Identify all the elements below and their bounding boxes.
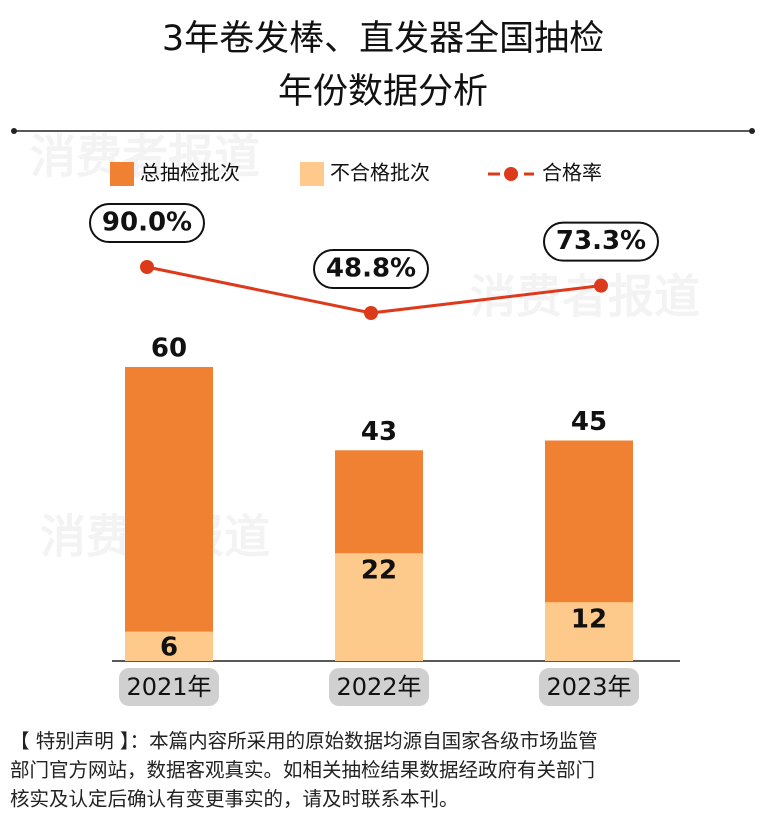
rate-label: 73.3% [556,226,646,256]
rate-label: 48.8% [326,254,416,284]
rate-label-box [89,203,205,243]
x-tick-label: 2021年 [126,673,211,701]
data-label: 43 [361,417,397,447]
legend-marker [504,167,518,181]
footnote: 核实及认定后确认有变更事实的，请及时联系本刊。 [10,788,459,811]
legend-swatch [110,162,134,186]
category-pill [539,668,639,706]
data-label: 6 [160,633,178,663]
footnote: 部门官方网站，数据客观真实。如相关抽检结果数据经政府有关部门 [10,759,595,782]
bar [125,631,213,661]
x-tick-label: 2022年 [336,673,421,701]
legend-label: 不合格批次 [330,161,430,185]
chart-title: 3年卷发棒、直发器全国抽检 [162,19,604,59]
data-label: 22 [361,556,397,586]
x-tick-label: 2023年 [546,673,631,701]
rate-marker [364,306,378,320]
footnote: 【 特别声明 】：本篇内容所采用的原始数据均源自国家各级市场监管 [10,730,598,753]
bar [545,602,633,661]
data-label: 45 [571,407,607,437]
legend-label: 总抽检批次 [140,161,240,185]
category-pill [119,668,219,706]
bar [335,553,423,661]
rate-marker [140,260,154,274]
watermark: 消费者报道 [30,130,260,184]
data-label: 12 [571,605,607,635]
legend-swatch [300,162,324,186]
rate-label-box [543,221,659,262]
divider-dot [11,128,17,134]
bar [125,367,213,661]
divider-dot [749,128,755,134]
category-pill [329,668,429,706]
rate-label: 90.0% [102,208,192,238]
legend-label: 合格率 [542,161,602,185]
data-label: 60 [151,334,187,364]
chart-title: 年份数据分析 [278,72,488,112]
rate-marker [594,278,608,293]
rate-label-box [313,249,429,289]
